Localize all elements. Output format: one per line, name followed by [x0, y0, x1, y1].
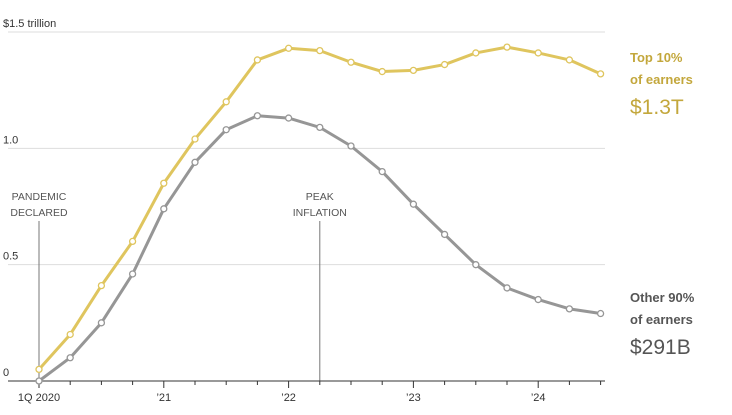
annotations: PANDEMIC DECLARED PEAK INFLATION — [10, 191, 347, 381]
point-top-2 — [97, 281, 106, 290]
y-tick-label-3: $1.5 trillion — [3, 18, 56, 30]
point-top-12 — [409, 66, 418, 75]
point-top-6 — [222, 98, 230, 106]
annotation-text-1-a: PEAK — [306, 191, 334, 203]
x-tick-label-2: ’22 — [281, 392, 296, 404]
point-top-17 — [565, 56, 574, 64]
point-other-1 — [66, 354, 74, 362]
point-top-1 — [66, 330, 74, 339]
point-top-14 — [472, 49, 480, 57]
annotation-text-0-a: PANDEMIC — [12, 191, 67, 203]
point-top-3 — [128, 237, 137, 246]
point-top-8 — [284, 44, 293, 52]
annotation-text-0-b: DECLARED — [10, 207, 68, 219]
point-top-15 — [503, 43, 511, 51]
point-other-7 — [253, 112, 262, 120]
point-other-12 — [409, 200, 418, 208]
annotation-text-1-b: INFLATION — [293, 207, 347, 219]
point-top-18 — [596, 70, 605, 78]
legend-other-90-line2: of earners — [630, 312, 693, 327]
legend-top-10-value: $1.3T — [630, 96, 684, 119]
point-other-15 — [503, 284, 511, 292]
point-top-5 — [191, 135, 199, 143]
legend-top-10-line2: of earners — [630, 72, 693, 87]
legend-top-10-line1: Top 10% — [630, 50, 683, 65]
legend-other-90-line1: Other 90% — [630, 290, 695, 305]
point-other-16 — [534, 295, 542, 304]
point-top-11 — [378, 67, 386, 76]
point-top-13 — [440, 60, 449, 69]
y-tick-label-1: 0.5 — [3, 251, 18, 263]
point-other-17 — [565, 305, 574, 313]
x-tick-label-4: ’24 — [531, 392, 546, 404]
point-other-9 — [316, 123, 324, 132]
point-other-6 — [222, 126, 230, 134]
x-tick-label-3: ’23 — [406, 392, 421, 404]
point-other-2 — [97, 319, 106, 327]
point-other-14 — [472, 261, 480, 269]
point-other-8 — [284, 114, 293, 122]
point-other-18 — [596, 309, 605, 318]
point-top-0 — [35, 365, 43, 374]
x-tick-label-0: 1Q 2020 — [18, 392, 60, 404]
point-other-3 — [128, 270, 137, 278]
point-other-13 — [440, 230, 449, 239]
y-tick-label-2: 1.0 — [3, 134, 18, 146]
point-top-7 — [253, 56, 262, 64]
point-other-0 — [35, 377, 43, 385]
x-axis: 1Q 2020 ’21 ’22 ’23 ’24 — [8, 380, 605, 404]
point-other-10 — [347, 142, 355, 150]
point-other-4 — [160, 205, 168, 213]
point-top-16 — [534, 49, 542, 57]
grid-lines: 0 0.5 1.0 $1.5 trillion — [3, 18, 605, 379]
x-tick-label-1: ’21 — [156, 392, 171, 404]
point-top-4 — [160, 179, 168, 187]
legend-other-90: Other 90% of earners $291B — [630, 287, 694, 363]
point-top-10 — [347, 58, 355, 66]
y-tick-label-0: 0 — [3, 367, 9, 379]
series-lines — [35, 43, 605, 385]
point-other-11 — [378, 167, 386, 176]
legend-top-10: Top 10% of earners $1.3T — [630, 47, 693, 123]
point-other-5 — [191, 158, 199, 166]
legend-other-90-value: $291B — [630, 336, 691, 359]
point-top-9 — [316, 46, 324, 55]
